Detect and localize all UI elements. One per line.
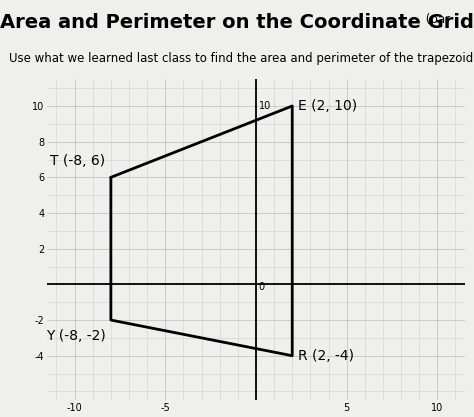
Text: Use what we learned last class to find the area and perimeter of the trapezoid b: Use what we learned last class to find t… (9, 52, 474, 65)
Text: Y (-8, -2): Y (-8, -2) (46, 329, 105, 343)
Text: (par: (par (422, 13, 450, 25)
Text: 0: 0 (259, 282, 265, 292)
Text: E (2, 10): E (2, 10) (298, 99, 357, 113)
Text: R (2, -4): R (2, -4) (298, 349, 354, 363)
Text: 10: 10 (259, 101, 271, 111)
Text: T (-8, 6): T (-8, 6) (50, 154, 105, 168)
Text: Area and Perimeter on the Coordinate Grid: Area and Perimeter on the Coordinate Gri… (0, 13, 474, 32)
